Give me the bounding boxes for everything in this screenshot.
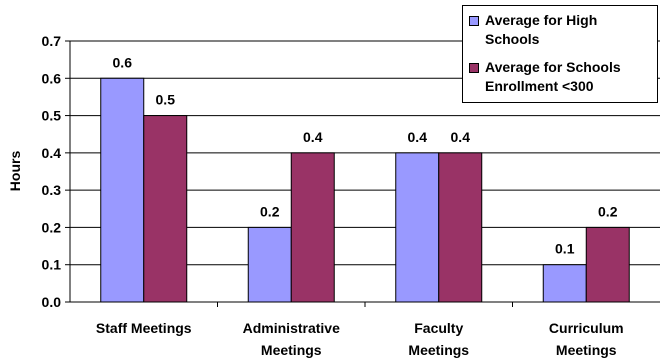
y-tick-label: 0.6 [42, 70, 62, 86]
bar-high-schools [100, 77, 145, 303]
data-label: 0.4 [303, 129, 323, 145]
bar-high-schools [247, 226, 292, 303]
data-label: 0.2 [598, 203, 618, 219]
data-labels: 0.6 0.5 0.2 0.4 0.4 0.4 0.1 0.2 [113, 54, 618, 256]
data-label: 0.6 [113, 54, 133, 70]
bar-high-schools [395, 152, 440, 303]
x-category-label: Faculty [414, 320, 463, 336]
x-category-label: Meetings [408, 342, 469, 358]
y-tick-label: 0.3 [42, 182, 62, 198]
y-tick-label: 0.7 [42, 33, 62, 49]
data-label: 0.2 [260, 203, 280, 219]
y-tick-label: 0.4 [42, 145, 62, 161]
x-category-label: Meetings [556, 342, 617, 358]
data-label: 0.5 [156, 92, 176, 108]
bars [100, 77, 630, 303]
legend-item-high-schools: Average for High Schools [469, 11, 655, 49]
x-category-label: Staff Meetings [96, 320, 192, 336]
bar-small-schools [290, 152, 335, 303]
y-tick-label: 0.1 [42, 257, 62, 273]
data-label: 0.4 [451, 129, 471, 145]
x-category-label: Curriculum [549, 320, 624, 336]
x-axis-labels: Staff Meetings Administrative Meetings Facu… [96, 302, 624, 358]
y-tick-label: 0.2 [42, 219, 62, 235]
legend: Average for High Schools Average for Sch… [462, 5, 658, 103]
y-tick-label: 0.5 [42, 108, 62, 124]
data-label: 0.4 [408, 129, 428, 145]
legend-label-small-schools: Average for Schools Enrollment <300 [485, 59, 621, 94]
x-category-label: Administrative [243, 320, 340, 336]
bar-small-schools [438, 152, 483, 303]
y-tick-label: 0.0 [42, 294, 62, 310]
legend-swatch-small-schools [469, 63, 479, 73]
bar-small-schools [143, 115, 188, 303]
legend-swatch-high-schools [469, 16, 479, 26]
bar-high-schools [542, 264, 587, 303]
legend-label-high-schools: Average for High Schools [485, 12, 598, 47]
data-label: 0.1 [555, 241, 575, 257]
bar-small-schools [585, 226, 630, 303]
y-axis-ticks: 0.0 0.1 0.2 0.3 0.4 0.5 0.6 0.7 [42, 33, 70, 310]
x-category-label: Meetings [261, 342, 322, 358]
y-axis-label: Hours [7, 151, 23, 192]
legend-item-small-schools: Average for Schools Enrollment <300 [469, 58, 655, 96]
